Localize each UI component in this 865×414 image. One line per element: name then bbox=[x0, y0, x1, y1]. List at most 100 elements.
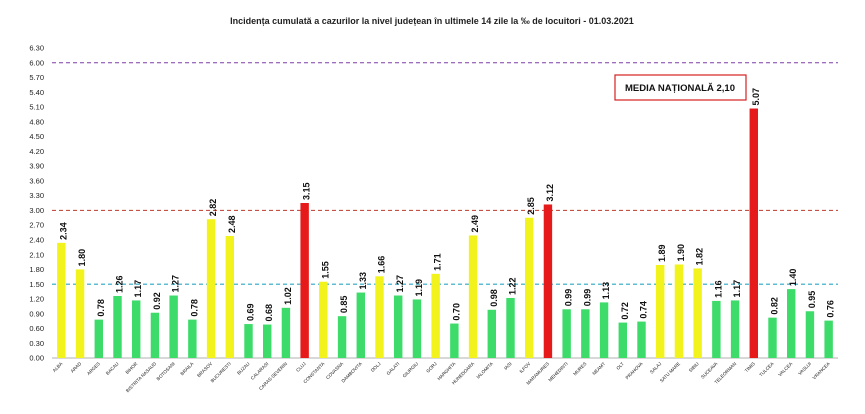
y-tick-label: 0.90 bbox=[29, 309, 44, 318]
bar-vrancea bbox=[824, 320, 833, 358]
bar-value-label: 1.13 bbox=[601, 282, 611, 300]
x-tick-label: ALBA bbox=[52, 361, 65, 374]
bar-calarasi bbox=[263, 324, 272, 358]
x-tick-label: ILFOV bbox=[518, 361, 532, 375]
y-tick-label: 1.20 bbox=[29, 295, 44, 304]
bar-value-label: 0.78 bbox=[189, 299, 199, 317]
y-tick-label: 2.10 bbox=[29, 250, 44, 259]
bar-value-label: 1.33 bbox=[358, 272, 368, 290]
bar-arges bbox=[94, 319, 103, 358]
bar-value-label: 5.07 bbox=[751, 88, 761, 106]
bar-caras-severin bbox=[281, 307, 291, 358]
bar-braila bbox=[188, 319, 197, 358]
x-tick-label: BOTOSANI bbox=[156, 361, 176, 381]
x-tick-label: CLUJ bbox=[295, 361, 307, 373]
y-tick-label: 1.50 bbox=[29, 280, 44, 289]
bar-constanta bbox=[319, 281, 328, 358]
y-tick-label: 3.00 bbox=[29, 206, 44, 215]
y-tick-label: 2.70 bbox=[29, 221, 44, 230]
x-tick-label: SUCEAVA bbox=[700, 361, 719, 380]
x-tick-label: NEAMT bbox=[591, 361, 606, 376]
national-average-label: MEDIA NAȚIONALĂ 2,10 bbox=[625, 83, 735, 94]
x-tick-label: SALAJ bbox=[649, 361, 662, 374]
bar-value-label: 1.66 bbox=[377, 256, 387, 274]
bar-teleorman bbox=[730, 300, 740, 358]
x-tick-label: ARGES bbox=[86, 361, 101, 376]
bar-value-label: 1.55 bbox=[320, 261, 330, 279]
y-tick-label: 5.10 bbox=[29, 103, 44, 112]
y-tick-label: 4.80 bbox=[29, 117, 44, 126]
y-tick-label: 2.40 bbox=[29, 236, 44, 245]
x-tick-label: VRANCEA bbox=[812, 361, 832, 381]
x-tick-label: BACAU bbox=[105, 361, 120, 376]
bar-value-label: 1.22 bbox=[508, 277, 518, 295]
x-tick-label: MEHEDINTI bbox=[547, 361, 568, 382]
y-tick-label: 6.00 bbox=[29, 58, 44, 67]
bar-galati bbox=[394, 295, 403, 358]
bar-ilfov bbox=[525, 217, 534, 358]
x-tick-label: ARAD bbox=[70, 361, 83, 374]
bar-value-label: 0.92 bbox=[152, 292, 162, 310]
bar-value-label: 1.02 bbox=[283, 287, 293, 305]
x-tick-label: CALARASI bbox=[250, 361, 270, 381]
y-tick-label: 4.50 bbox=[29, 132, 44, 141]
bar-alba bbox=[57, 242, 66, 358]
bar-valcea bbox=[787, 289, 796, 358]
bar-mehedinti bbox=[562, 309, 571, 358]
reference-lines bbox=[52, 62, 838, 285]
bar-mures bbox=[581, 309, 590, 358]
bar-value-label: 0.95 bbox=[807, 291, 817, 309]
bar-value-label: 0.70 bbox=[451, 303, 461, 321]
bar-value-label: 1.16 bbox=[713, 280, 723, 298]
bar-gorj bbox=[431, 273, 440, 358]
bar-value-label: 2.34 bbox=[58, 222, 68, 240]
bar-iasi bbox=[506, 297, 515, 358]
x-tick-label: VALCEA bbox=[777, 361, 794, 378]
bar-maramures bbox=[543, 204, 553, 358]
bar-cluj bbox=[300, 203, 309, 358]
bar-value-label: 1.82 bbox=[695, 248, 705, 266]
bar-value-label: 1.80 bbox=[77, 249, 87, 267]
y-tick-label: 0.60 bbox=[29, 324, 44, 333]
x-tick-label: BRAILA bbox=[179, 361, 195, 377]
bar-bistrita-nasaud bbox=[150, 312, 160, 358]
y-tick-label: 3.30 bbox=[29, 191, 44, 200]
bar-value-label: 2.49 bbox=[470, 215, 480, 233]
bar-value-label: 2.82 bbox=[208, 199, 218, 217]
y-tick-label: 1.80 bbox=[29, 265, 44, 274]
x-tick-label: TIMIS bbox=[744, 361, 756, 373]
bar-value-label: 1.19 bbox=[414, 279, 424, 297]
bar-bacau bbox=[113, 296, 122, 358]
bar-value-label: 3.15 bbox=[302, 182, 312, 200]
y-tick-label: 3.60 bbox=[29, 176, 44, 185]
x-tick-label: GIURGIU bbox=[402, 361, 419, 378]
bar-value-label: 2.48 bbox=[227, 215, 237, 233]
x-tick-label: BUZAU bbox=[236, 361, 251, 376]
y-axis: 0.00 0.30 0.60 0.90 1.20 1.50 1.80 2.10 2.40 2.70… bbox=[29, 44, 838, 363]
x-tick-label: BRASOV bbox=[196, 361, 214, 379]
y-tick-label: 0.00 bbox=[29, 354, 44, 363]
x-tick-label: MURES bbox=[572, 361, 587, 376]
bar-arad bbox=[75, 269, 85, 358]
x-tick-label: GORJ bbox=[425, 361, 438, 374]
bar-value-label: 1.71 bbox=[433, 253, 443, 271]
y-tick-label: 5.70 bbox=[29, 73, 44, 82]
bar-value-label: 0.72 bbox=[620, 302, 630, 320]
y-tick-label: 5.40 bbox=[29, 88, 44, 97]
bar-giurgiu bbox=[412, 299, 422, 358]
bar-ialomita bbox=[487, 309, 496, 358]
bar-value-label: 3.12 bbox=[545, 184, 555, 202]
bar-tulcea bbox=[768, 317, 777, 358]
bar-value-label: 0.76 bbox=[826, 300, 836, 318]
value-labels: 2.34 1.80 0.78 1.26 1.17 0.92 1.27 0.78 2.82 2.48… bbox=[58, 88, 835, 322]
x-tick-label: PRAHOVA bbox=[625, 361, 645, 381]
bar-value-label: 2.85 bbox=[526, 197, 536, 215]
bar-value-label: 0.69 bbox=[246, 304, 256, 322]
bar-harghita bbox=[450, 323, 459, 358]
bar-value-label: 1.26 bbox=[115, 275, 125, 293]
bar-value-label: 0.82 bbox=[770, 297, 780, 315]
chart-title: Incidența cumulată a cazurilor la nivel … bbox=[230, 16, 634, 26]
bar-prahova bbox=[637, 321, 646, 358]
bar-value-label: 1.17 bbox=[133, 280, 143, 298]
